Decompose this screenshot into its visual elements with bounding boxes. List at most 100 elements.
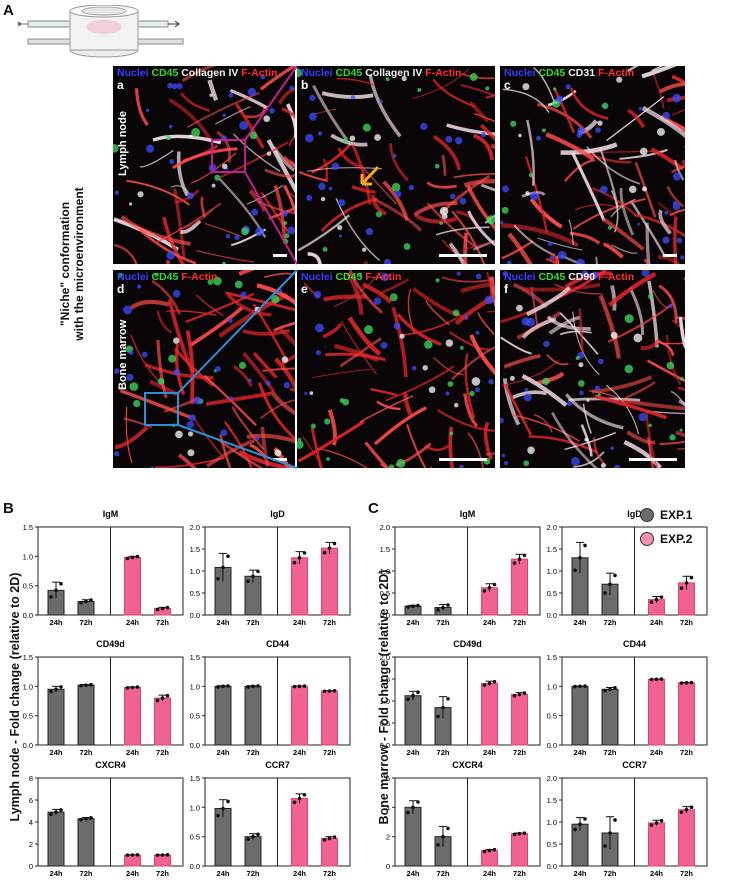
x-tick-label: 72h: [80, 748, 93, 757]
data-point: [659, 818, 664, 823]
chart-C-CXCR4: CXCR4 0 2 4 6 24h 72h 24h 72h: [386, 760, 541, 878]
data-point: [608, 687, 612, 692]
data-point: [49, 595, 53, 599]
data-point: [583, 817, 587, 821]
data-point: [246, 837, 250, 841]
y-tick-label: 1.0: [380, 567, 390, 576]
data-point: [482, 589, 487, 593]
y-tick-label: 0.0: [380, 741, 390, 750]
data-point: [492, 582, 497, 587]
data-point: [578, 684, 582, 689]
data-point: [79, 683, 83, 688]
data-point: [517, 692, 522, 697]
bar: [244, 685, 262, 746]
channel-label: F-Actin: [597, 67, 635, 79]
data-point: [689, 575, 694, 580]
data-point: [155, 607, 160, 612]
y-tick-label: 1.0: [23, 552, 33, 561]
channel-label: F-Actin: [597, 271, 635, 283]
data-point: [406, 810, 410, 815]
x-tick-label: 24h: [293, 618, 306, 627]
data-point: [332, 541, 337, 546]
micro-panel-f: Nuclei CD45 CD90 F-Actin f: [500, 270, 685, 468]
bar: [404, 806, 422, 867]
x-tick-label: 24h: [483, 618, 496, 627]
y-tick-label: 1.5: [190, 774, 200, 783]
data-point: [332, 835, 337, 839]
data-point: [89, 682, 93, 687]
bar: [678, 809, 695, 867]
data-point: [679, 681, 684, 685]
data-point: [522, 553, 527, 558]
data-point: [603, 844, 607, 848]
subpanel-letter-f: f: [504, 282, 508, 296]
channel-label: Nuclei: [504, 271, 539, 283]
data-point: [689, 680, 694, 685]
data-point: [406, 697, 410, 702]
data-point: [165, 605, 170, 610]
bar: [291, 557, 308, 616]
data-point: [512, 694, 517, 698]
data-point: [221, 565, 225, 570]
y-tick-label: 0.5: [547, 712, 557, 721]
bar: [77, 818, 95, 867]
data-point: [84, 683, 88, 687]
channel-label: Collagen IV: [181, 67, 242, 79]
y-tick-label: 0.5: [23, 712, 33, 721]
bar: [214, 685, 232, 746]
panel-letter-a: A: [3, 2, 14, 19]
panel-letter-b: B: [3, 500, 14, 517]
y-tick-label: 0.5: [547, 840, 557, 849]
micrograph-e: [297, 270, 495, 468]
data-point: [608, 831, 612, 835]
chart-title: CD44: [266, 639, 289, 649]
data-point: [578, 556, 582, 560]
chart-C-CCR7: CCR7 0.0 0.5 1.0 1.5 2.0 24h 72h 24h 72h: [547, 760, 708, 878]
bar: [321, 547, 338, 616]
x-tick-label: 72h: [247, 618, 260, 627]
legend-item-exp1: EXP.1: [640, 508, 692, 522]
data-point: [59, 808, 63, 812]
x-tick-label: 24h: [483, 869, 496, 878]
scale-bar: [629, 458, 677, 461]
y-tick-label: 0.0: [190, 741, 200, 750]
data-point: [216, 576, 220, 581]
channel-label: CD45: [335, 271, 366, 283]
chart-title: CD49d: [96, 639, 125, 649]
bar: [571, 685, 589, 746]
y-tick-label: 6: [29, 796, 33, 805]
y-tick-label: 0: [29, 862, 33, 871]
data-point: [251, 574, 255, 579]
x-tick-label: 72h: [80, 618, 93, 627]
data-point: [573, 684, 577, 689]
x-tick-label: 72h: [437, 748, 450, 757]
data-point: [578, 822, 582, 826]
y-tick-label: 1.5: [547, 545, 557, 554]
data-point: [441, 705, 445, 710]
data-point: [603, 591, 607, 595]
data-point: [226, 799, 230, 804]
data-point: [54, 687, 58, 692]
chart-C-IgM: IgM 0.0 0.5 1.0 1.5 2.0 24h 72h 24h 72h: [380, 509, 541, 627]
data-point: [603, 688, 607, 693]
data-point: [221, 684, 225, 689]
x-tick-label: 72h: [323, 748, 336, 757]
x-tick-label: 24h: [650, 869, 663, 878]
x-tick-label: 24h: [574, 618, 587, 627]
chart-title: IgD: [627, 509, 642, 519]
data-point: [573, 568, 577, 572]
scale-bar: [439, 254, 487, 257]
data-point: [608, 582, 612, 586]
y-tick-label: 0.5: [190, 712, 200, 721]
x-tick-label: 72h: [437, 618, 450, 627]
x-tick-label: 72h: [513, 618, 526, 627]
subpanel-letter-d: d: [117, 282, 125, 296]
x-tick-label: 24h: [126, 869, 139, 878]
x-tick-label: 72h: [323, 618, 336, 627]
data-point: [251, 834, 255, 839]
data-point: [135, 853, 140, 857]
bar: [321, 837, 338, 867]
subpanel-letter-a: a: [117, 78, 124, 92]
data-point: [446, 826, 450, 831]
chart-B-CCR7: CCR7 0.0 0.5 1.0 1.5 24h 72h 24h 72h: [190, 760, 351, 878]
